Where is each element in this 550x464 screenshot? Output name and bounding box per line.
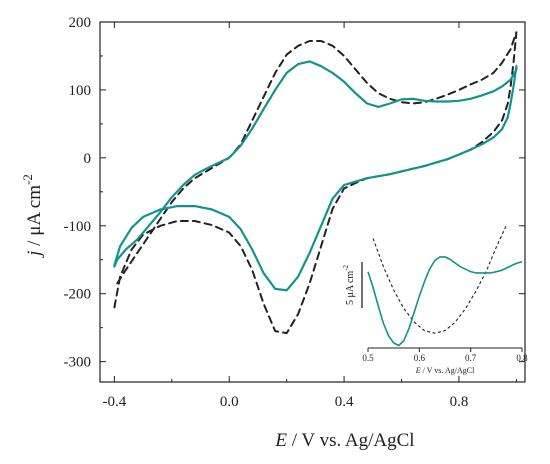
x-tick-label: 0.4	[335, 394, 354, 410]
inset-x-tick-label: 0.6	[414, 353, 426, 363]
series-dashed-line	[113, 31, 518, 335]
inset-x-tick-label: 0.8	[516, 353, 528, 363]
inset-series-solid-line	[367, 256, 523, 347]
x-tick-label: -0.4	[102, 394, 126, 410]
inset-scale-label: 5 μA cm-2	[342, 264, 356, 305]
x-axis-title: E / V vs. Ag/AgCl	[274, 430, 414, 451]
inset-series-dotted-line	[372, 224, 508, 334]
y-tick-label: -100	[64, 219, 92, 235]
x-tick-label: 0.8	[450, 394, 469, 410]
inset-x-tick-label: 0.5	[362, 353, 374, 363]
plot-frame	[99, 21, 526, 383]
inset-x-axis-title: E / V vs. Ag/AgCl	[415, 366, 475, 375]
series-solid-line	[113, 60, 518, 292]
y-tick-label: 0	[84, 151, 92, 167]
x-tick-label: 0.0	[220, 394, 239, 410]
main-plot: -0.4 0.0 0.4 0.8 200 100 0 -100 -200 -300	[64, 15, 526, 410]
y-tick-label: 200	[69, 15, 92, 31]
y-tick-label: -300	[64, 355, 92, 371]
y-tick-label: -200	[64, 287, 92, 303]
y-tick-label: 100	[69, 83, 92, 99]
inset-x-tick-label: 0.7	[465, 353, 477, 363]
inset-plot: 0.5 0.6 0.7 0.8	[361, 224, 528, 363]
y-axis-title: j / μA cm-2	[20, 174, 45, 259]
